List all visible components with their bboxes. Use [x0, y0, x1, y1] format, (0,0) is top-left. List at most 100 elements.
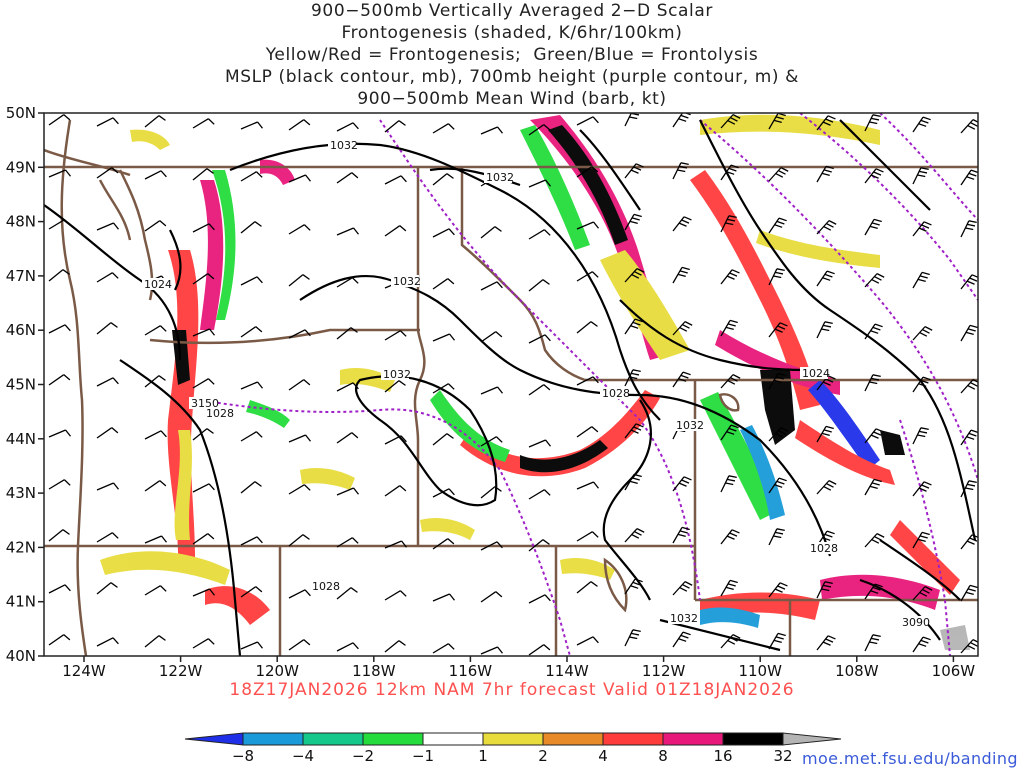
wind-barb [240, 481, 262, 494]
height-label: 3090 [902, 616, 930, 629]
wind-barb [336, 642, 359, 652]
wind-barb [48, 219, 71, 230]
wind-barb [240, 121, 264, 130]
colorbar-tick-label: −1 [412, 747, 434, 765]
wind-barb [336, 487, 360, 496]
colorbar-tick-label: 8 [658, 747, 668, 765]
wind-barb [768, 217, 787, 234]
colorbar-tick-label: −8 [232, 747, 254, 765]
wind-barb [240, 326, 263, 338]
wind-barb [240, 381, 264, 390]
mslp-label: 1028 [312, 580, 340, 593]
lat-label: 46N [6, 321, 36, 339]
wind-barb [576, 321, 598, 334]
wind-barb [576, 481, 600, 490]
wind-barb [720, 475, 737, 493]
wind-barb [192, 428, 214, 441]
wind-barb [384, 175, 407, 185]
height-label: 3150 [191, 397, 219, 410]
wind-barb [192, 588, 216, 597]
wind-barb [672, 266, 690, 284]
wind-barb [480, 226, 502, 239]
wind-barb [912, 531, 930, 549]
mslp-label: 1032 [393, 275, 421, 288]
wind-barb [288, 274, 310, 287]
wind-barb [816, 321, 833, 339]
wind-barb [720, 579, 738, 597]
title-line-3: Yellow/Red = Frontogenesis; Green/Blue =… [265, 45, 759, 65]
wind-barb [384, 590, 407, 601]
wind-barb [864, 114, 881, 132]
wind-barb [144, 115, 166, 128]
wind-barb [768, 582, 788, 598]
wind-barb [288, 379, 311, 391]
colorbar-tick-label: 4 [598, 747, 608, 765]
colorbar-segment [662, 732, 724, 746]
lon-label: 108W [835, 662, 879, 680]
wind-barb [384, 540, 408, 549]
wind-barb [912, 586, 933, 601]
wind-barb [432, 433, 454, 446]
colorbar: −8 −4 −2 −1 1 2 4 8 16 32 [184, 732, 842, 765]
lon-label: 106W [932, 662, 976, 680]
wind-barb [288, 119, 311, 131]
wind-barb [240, 221, 262, 234]
wind-barb [144, 635, 166, 648]
mslp-label: 1028 [810, 542, 838, 555]
wind-barb [864, 533, 885, 548]
wind-barb [960, 480, 977, 498]
wind-barb [480, 436, 503, 447]
wind-barb [288, 484, 311, 495]
wind-barb [912, 636, 931, 653]
wind-barb [864, 478, 882, 496]
wind-barb [528, 539, 550, 552]
wind-barb [864, 634, 881, 652]
wind-barb [960, 220, 977, 238]
wind-barb [864, 218, 882, 236]
wind-barb [528, 334, 551, 344]
title-line-4: MSLP (black contour, mb), 700mb height (… [224, 67, 800, 87]
wind-barb [720, 164, 739, 181]
lon-label: 118W [352, 662, 396, 680]
wind-barb [192, 533, 215, 545]
wind-barb [336, 227, 360, 236]
wind-barb [720, 319, 738, 337]
colorbar-tick-label: 32 [773, 747, 792, 765]
wind-barb [240, 641, 264, 650]
mslp-label: 1032 [670, 612, 698, 625]
wind-barb [480, 331, 503, 343]
latitude-axis: 50N 49N 48N 47N 46N 45N 44N 43N 42N 41N 40N [6, 104, 44, 665]
wind-barb [624, 528, 645, 543]
lat-label: 42N [6, 538, 36, 556]
wind-barb [96, 322, 118, 335]
wind-barb [720, 634, 741, 649]
wind-barb [240, 536, 263, 546]
wind-barb [960, 119, 978, 134]
wind-barb [576, 581, 598, 594]
wind-barb [864, 168, 884, 184]
wind-barb [672, 526, 690, 544]
wind-barb [768, 427, 789, 442]
lon-label: 114W [545, 662, 589, 680]
wind-barb [864, 428, 884, 444]
lat-label: 44N [6, 430, 36, 448]
mslp-label: 1032 [330, 139, 358, 152]
lat-label: 48N [6, 213, 36, 231]
wind-barb [336, 172, 359, 184]
credit-link[interactable]: moe.met.fsu.edu/banding [801, 749, 1018, 768]
lat-label: 45N [6, 376, 36, 394]
wind-barb [864, 374, 881, 392]
wind-barb [624, 578, 643, 595]
wind-barb [864, 583, 883, 600]
wind-barb [192, 223, 215, 233]
lat-label: 40N [6, 647, 36, 665]
wind-barb [432, 538, 455, 550]
colorbar-tick-label: 2 [538, 747, 548, 765]
wind-barb [960, 324, 978, 342]
wind-barb [144, 585, 167, 596]
wind-barb [816, 220, 837, 235]
wind-barb [192, 483, 215, 493]
lon-label: 110W [738, 662, 782, 680]
wind-barb [432, 173, 454, 186]
wind-barb [528, 644, 551, 656]
